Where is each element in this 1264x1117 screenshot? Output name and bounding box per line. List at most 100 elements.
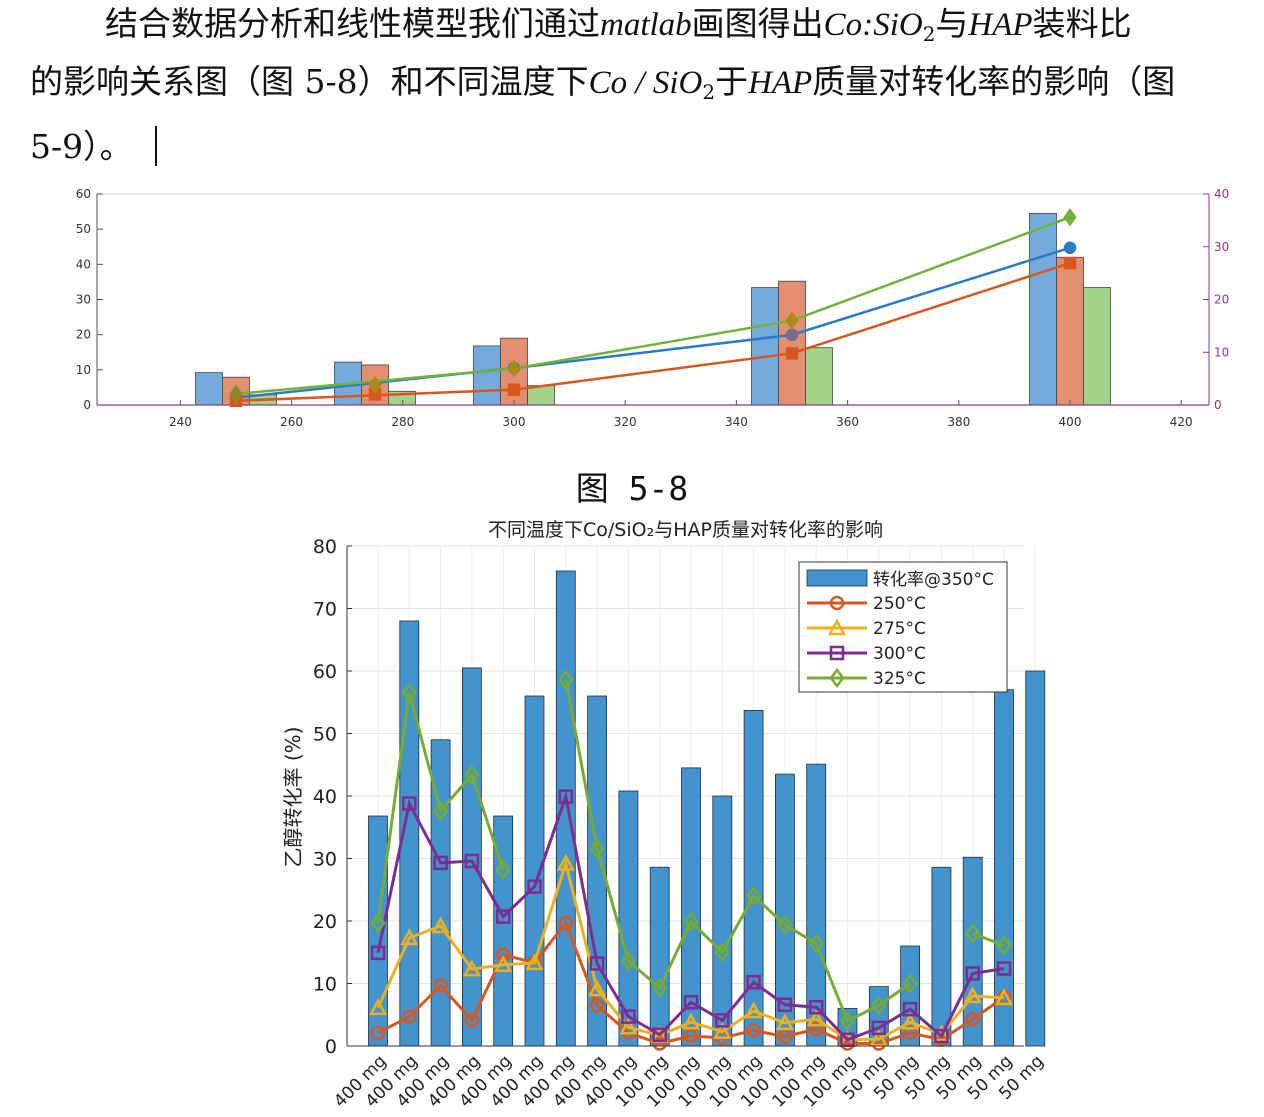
y-axis-label: 乙醇转化率 (%) bbox=[281, 727, 305, 868]
series-marker bbox=[495, 909, 511, 924]
legend-label: 325°C bbox=[873, 669, 926, 689]
y-tick-label: 70 bbox=[313, 599, 337, 621]
legend-marker bbox=[827, 618, 847, 636]
y-tick-label: 40 bbox=[76, 257, 91, 271]
legend-label: 300°C bbox=[873, 644, 926, 664]
series-line bbox=[376, 857, 1005, 1042]
series-marker bbox=[652, 1027, 667, 1042]
series-marker bbox=[902, 973, 918, 994]
bar bbox=[1025, 670, 1046, 1047]
series-marker bbox=[746, 885, 762, 907]
series-marker bbox=[994, 988, 1014, 1006]
y-tick-label: 80 bbox=[313, 536, 337, 558]
text-run: 画图得出 bbox=[691, 7, 824, 42]
bar bbox=[931, 866, 952, 1047]
series-marker bbox=[808, 933, 824, 954]
series-marker bbox=[507, 383, 521, 396]
y-tick-label: 0 bbox=[83, 398, 91, 412]
series-marker bbox=[400, 928, 419, 946]
series-marker bbox=[558, 669, 574, 690]
series-marker bbox=[558, 915, 574, 931]
math-co-sio: Co / SiO bbox=[588, 65, 703, 100]
x-tick-label: 240 bbox=[169, 415, 192, 429]
series-marker bbox=[464, 764, 480, 785]
series-marker bbox=[1063, 208, 1077, 227]
y-tick-label: 60 bbox=[313, 661, 337, 683]
bar bbox=[1029, 212, 1057, 406]
series-marker bbox=[558, 789, 574, 804]
series-marker bbox=[370, 912, 386, 933]
text-run: 的影响关系图（图 5-8）和不同温度下 bbox=[30, 65, 589, 100]
text-run: 装料比 bbox=[1032, 7, 1132, 42]
series-marker bbox=[683, 995, 699, 1010]
series-marker bbox=[462, 959, 481, 977]
series-marker bbox=[777, 914, 793, 935]
series-marker bbox=[871, 1020, 887, 1036]
series-marker bbox=[370, 1025, 386, 1041]
legend-label: 275°C bbox=[873, 619, 926, 639]
text-run: 5-9）。 bbox=[30, 127, 133, 166]
series-marker bbox=[785, 347, 799, 360]
legend-marker bbox=[829, 645, 845, 661]
series-marker bbox=[777, 1029, 793, 1044]
y-tick-label: 10 bbox=[313, 974, 337, 996]
text-run: 于 bbox=[715, 65, 749, 100]
bar bbox=[649, 866, 670, 1047]
math-colon: : bbox=[862, 7, 874, 42]
x-tick-label: 420 bbox=[1170, 415, 1193, 429]
text-cursor bbox=[154, 126, 157, 166]
series-marker bbox=[683, 911, 699, 932]
series-marker bbox=[652, 977, 668, 998]
series-marker bbox=[494, 955, 513, 972]
series-marker bbox=[869, 1029, 888, 1047]
math-subscript: 2 bbox=[702, 80, 716, 100]
x-tick-label: 320 bbox=[614, 415, 637, 429]
figure-caption-5-8: 图 5-8 bbox=[575, 469, 689, 508]
y-tick-label: 30 bbox=[313, 849, 337, 871]
legend-marker bbox=[829, 595, 845, 611]
series-marker bbox=[527, 879, 542, 894]
series-marker bbox=[1063, 241, 1077, 255]
chart-title: 不同温度下Co/SiO₂与HAP质量对转化率的影响 bbox=[488, 519, 883, 541]
series-marker bbox=[433, 855, 448, 871]
series-marker bbox=[589, 838, 605, 859]
series-marker bbox=[965, 1011, 980, 1027]
series-marker bbox=[1063, 256, 1077, 270]
chart-figure-5-8: 0 10 20 30 40 50 60 0 10 20 30 40 240 260 280 300 320 340… bbox=[76, 187, 1230, 429]
series-marker bbox=[464, 1013, 480, 1028]
y-tick-label: 50 bbox=[76, 222, 91, 236]
series-marker bbox=[495, 947, 511, 962]
bar bbox=[1056, 256, 1084, 406]
series-marker bbox=[746, 1023, 761, 1038]
text-run: 结合数据分析和线性模型我们通过 bbox=[105, 7, 600, 42]
series-line bbox=[564, 679, 911, 1024]
paragraph-line-1: 结合数据分析和线性模型我们通过matlab画图得出Co:SiO2与HAP装料比 bbox=[105, 7, 1264, 42]
series-marker bbox=[871, 995, 887, 1016]
series-marker bbox=[714, 942, 730, 963]
series-marker bbox=[401, 682, 417, 703]
series-marker bbox=[495, 859, 511, 880]
text-run: 与 bbox=[935, 7, 969, 42]
series-marker bbox=[963, 986, 982, 1004]
series-marker bbox=[621, 1009, 636, 1024]
y-tick-label: 30 bbox=[76, 293, 91, 307]
x-tick-label: 380 bbox=[947, 415, 970, 429]
point-marker bbox=[507, 359, 521, 378]
series-marker bbox=[901, 1012, 920, 1030]
series-marker bbox=[588, 979, 607, 997]
text-run: 质量对转化率的影响（图 bbox=[812, 65, 1176, 100]
bar bbox=[195, 372, 223, 406]
series-marker bbox=[433, 978, 448, 993]
y-right-tick-label: 40 bbox=[1214, 187, 1229, 201]
series-marker bbox=[777, 997, 793, 1012]
series-marker bbox=[775, 1013, 794, 1031]
series-marker bbox=[746, 975, 761, 990]
y-tick-label: 10 bbox=[76, 363, 91, 377]
y-right-tick-label: 0 bbox=[1214, 398, 1222, 412]
point-marker bbox=[229, 384, 243, 404]
bar bbox=[743, 709, 764, 1047]
y-tick-label: 50 bbox=[313, 724, 337, 746]
bar bbox=[778, 280, 806, 406]
series-marker bbox=[713, 1021, 732, 1039]
paragraph-line-2: 的影响关系图（图 5-8）和不同温度下Co / SiO2于HAP质量对转化率的影… bbox=[30, 65, 1264, 100]
